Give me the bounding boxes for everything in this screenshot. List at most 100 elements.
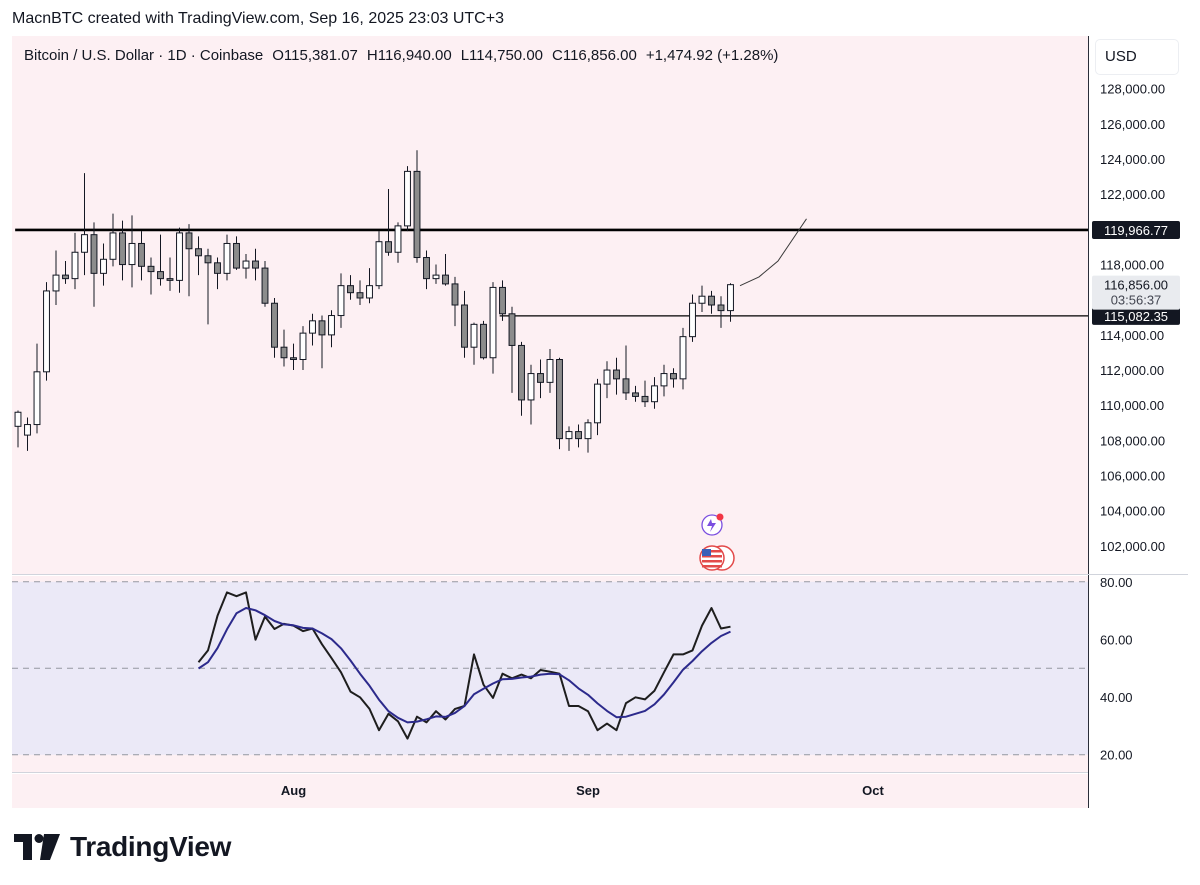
candle-body: [413, 170, 421, 259]
candle: [100, 243, 107, 286]
candle: [375, 231, 383, 290]
price-tick-label: 126,000.00: [1100, 117, 1165, 132]
candle: [708, 290, 715, 314]
candle: [252, 248, 259, 281]
candle-body: [24, 424, 31, 436]
candle-body: [109, 232, 117, 260]
candle-body: [43, 290, 50, 373]
rsi-tick-label: 60.00: [1100, 632, 1133, 647]
candle: [394, 222, 402, 263]
legend-high: H116,940.00: [366, 47, 452, 64]
candle: [727, 283, 734, 322]
candle: [128, 215, 136, 288]
candle-body: [698, 295, 706, 304]
flag-stripe: [702, 560, 722, 563]
legend-close: C116,856.00: [552, 47, 637, 64]
brand: TradingView: [14, 830, 231, 864]
candle-body: [347, 285, 354, 294]
candle-body: [603, 369, 611, 385]
candle: [14, 410, 22, 448]
candle: [537, 359, 544, 399]
candle-body: [679, 336, 687, 380]
legend-change: +1,474.92 (+1.28%): [645, 47, 779, 64]
candle: [518, 341, 525, 416]
time-tick-label: Oct: [862, 783, 884, 798]
candle: [603, 361, 611, 399]
time-axis[interactable]: [12, 774, 1088, 808]
candle: [356, 280, 364, 305]
candle-body: [242, 260, 250, 269]
candle-body: [461, 304, 468, 348]
candle-body: [727, 284, 734, 312]
rsi-tick-label: 40.00: [1100, 690, 1133, 705]
symbol-title[interactable]: Bitcoin / U.S. Dollar · 1D · Coinbase: [24, 47, 264, 64]
candle-body: [404, 170, 411, 227]
candle-body: [717, 304, 725, 312]
last-price-label-bg: [1092, 275, 1180, 310]
candle-body: [689, 302, 696, 338]
legend-open: O115,381.07: [272, 47, 358, 64]
candle-body: [280, 346, 288, 359]
candle-body: [233, 242, 240, 269]
candle: [632, 385, 639, 402]
candle-body: [584, 422, 592, 440]
candle: [689, 294, 696, 342]
candle: [33, 343, 41, 434]
candle-body: [33, 371, 41, 426]
price-tick-label: 114,000.00: [1100, 328, 1164, 343]
candle: [280, 329, 288, 367]
chart-canvas[interactable]: 102,000.00 104,000.00 106,000.00 108,000.00…: [12, 36, 1188, 808]
candle: [594, 378, 601, 436]
legend-low: L114,750.00: [460, 47, 544, 64]
candle: [223, 234, 231, 281]
candle-body: [128, 242, 136, 266]
candle-body: [432, 274, 440, 280]
candle-body: [366, 285, 373, 299]
candle-body: [451, 283, 459, 306]
candle-body: [328, 315, 335, 336]
candle: [204, 248, 212, 325]
candle-body: [290, 357, 297, 361]
candle: [717, 296, 725, 328]
candle: [328, 310, 335, 348]
price-pane[interactable]: [12, 36, 1088, 574]
candle-body: [651, 385, 658, 403]
currency-selector[interactable]: USD: [1096, 40, 1178, 74]
candle-body: [309, 320, 316, 334]
candle-body: [442, 274, 449, 285]
candle: [461, 290, 468, 358]
candle-body: [708, 295, 715, 306]
candle-body: [670, 373, 677, 380]
price-tick-label: 108,000.00: [1100, 433, 1165, 448]
candle-body: [223, 242, 231, 274]
candle-body: [556, 359, 563, 440]
candle-body: [195, 248, 202, 257]
level-price-label: 115,082.35: [1104, 309, 1168, 324]
candle: [138, 231, 145, 281]
symbol-legend: Bitcoin / U.S. Dollar · 1D · Coinbase O1…: [24, 47, 778, 64]
candle-body: [100, 258, 107, 274]
candle-body: [518, 344, 525, 401]
candle: [43, 282, 50, 381]
candle: [261, 261, 269, 307]
price-tick-label: 112,000.00: [1100, 363, 1164, 378]
candle: [660, 364, 668, 397]
candle: [166, 257, 174, 291]
candle-body: [489, 286, 497, 359]
pane-divider[interactable]: [12, 574, 1188, 575]
candle-body: [71, 251, 79, 280]
candle-body: [81, 234, 88, 253]
candle-body: [166, 278, 174, 281]
candle-body: [299, 332, 307, 361]
level-price-label: 119,966.77: [1104, 223, 1168, 238]
flag-stripe: [702, 565, 722, 568]
candle: [432, 264, 440, 284]
flag-stripe: [702, 550, 722, 553]
candle: [309, 313, 316, 346]
candle: [480, 320, 487, 360]
us-flag-icon: [699, 545, 735, 571]
candle: [109, 213, 117, 267]
candle: [679, 327, 687, 390]
candle-body: [594, 383, 601, 424]
price-axis[interactable]: [1090, 36, 1188, 808]
